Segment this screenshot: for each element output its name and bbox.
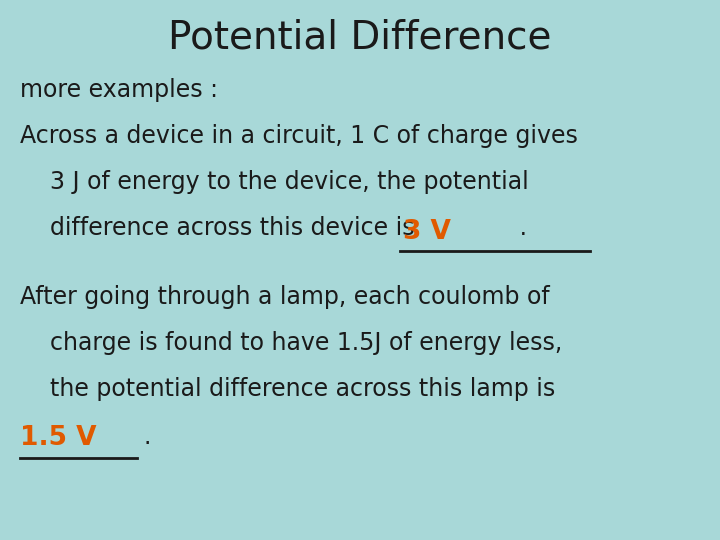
- Text: more examples :: more examples :: [20, 78, 218, 102]
- Text: After going through a lamp, each coulomb of: After going through a lamp, each coulomb…: [20, 285, 550, 309]
- Text: 3 J of energy to the device, the potential: 3 J of energy to the device, the potenti…: [20, 170, 529, 194]
- Text: difference across this device is              .: difference across this device is .: [20, 216, 527, 240]
- Text: the potential difference across this lamp is: the potential difference across this lam…: [20, 377, 555, 401]
- Text: 1.5 V: 1.5 V: [20, 426, 96, 451]
- Text: .: .: [144, 426, 151, 449]
- Text: 3 V: 3 V: [403, 219, 451, 245]
- Text: Across a device in a circuit, 1 C of charge gives: Across a device in a circuit, 1 C of cha…: [20, 124, 578, 148]
- Text: Potential Difference: Potential Difference: [168, 19, 552, 57]
- Text: charge is found to have 1.5J of energy less,: charge is found to have 1.5J of energy l…: [20, 330, 562, 355]
